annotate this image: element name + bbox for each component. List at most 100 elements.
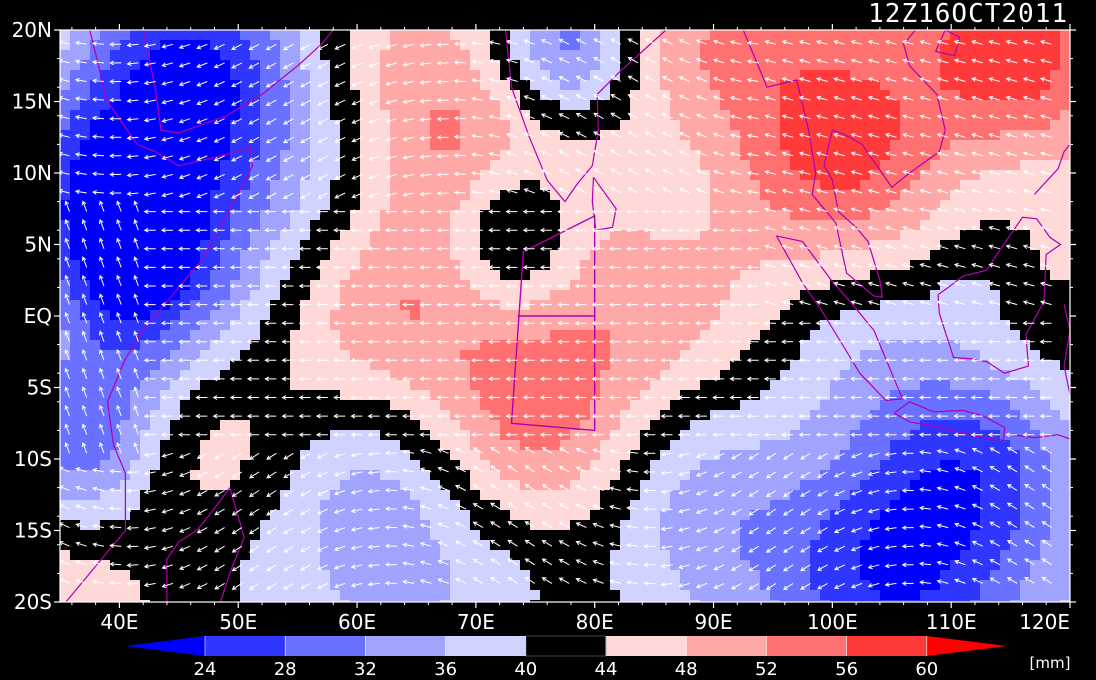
- field-cell: [500, 140, 511, 151]
- field-cell: [300, 50, 311, 61]
- field-cell: [360, 130, 371, 141]
- field-cell: [300, 100, 311, 111]
- field-cell: [790, 170, 801, 181]
- field-cell: [430, 380, 441, 391]
- field-cell: [460, 140, 471, 151]
- field-cell: [210, 40, 221, 51]
- field-cell: [300, 260, 311, 271]
- field-cell: [850, 480, 861, 491]
- field-cell: [480, 280, 491, 291]
- field-cell: [560, 500, 571, 511]
- field-cell: [380, 130, 391, 141]
- field-cell: [150, 50, 161, 61]
- field-cell: [900, 390, 911, 401]
- field-cell: [810, 420, 821, 431]
- field-cell: [860, 440, 871, 451]
- field-cell: [390, 310, 401, 321]
- field-cell: [780, 120, 791, 131]
- field-cell: [620, 300, 631, 311]
- field-cell: [660, 50, 671, 61]
- field-cell: [710, 210, 721, 221]
- field-cell: [670, 570, 681, 581]
- field-cell: [290, 140, 301, 151]
- field-cell: [620, 380, 631, 391]
- field-cell: [260, 450, 271, 461]
- field-cell: [250, 130, 261, 141]
- field-cell: [660, 290, 671, 301]
- field-cell: [130, 370, 141, 381]
- field-cell: [320, 280, 331, 291]
- field-cell: [700, 600, 711, 602]
- field-cell: [360, 550, 371, 561]
- field-cell: [250, 140, 261, 151]
- field-cell: [470, 140, 481, 151]
- field-cell: [110, 410, 121, 421]
- field-cell: [370, 290, 381, 301]
- field-cell: [860, 310, 871, 321]
- field-cell: [690, 250, 701, 261]
- field-cell: [280, 420, 291, 431]
- field-cell: [360, 530, 371, 541]
- field-cell: [700, 220, 711, 231]
- field-cell: [770, 410, 781, 421]
- field-cell: [840, 530, 851, 541]
- field-cell: [540, 200, 551, 211]
- field-cell: [360, 470, 371, 481]
- field-cell: [340, 560, 351, 571]
- field-cell: [830, 200, 841, 211]
- field-cell: [410, 480, 421, 491]
- field-cell: [200, 320, 211, 331]
- field-cell: [490, 70, 501, 81]
- field-cell: [670, 540, 681, 551]
- field-cell: [370, 230, 381, 241]
- field-cell: [60, 50, 71, 61]
- field-cell: [910, 520, 921, 531]
- field-cell: [390, 280, 401, 291]
- field-cell: [360, 420, 371, 431]
- field-cell: [330, 490, 341, 501]
- field-cell: [710, 500, 721, 511]
- field-cell: [610, 150, 621, 161]
- field-cell: [250, 200, 261, 211]
- field-cell: [180, 420, 191, 431]
- field-cell: [560, 400, 571, 411]
- field-cell: [300, 400, 311, 411]
- field-cell: [710, 120, 721, 131]
- field-cell: [710, 540, 721, 551]
- field-cell: [870, 520, 881, 531]
- field-cell: [480, 200, 491, 211]
- field-cell: [820, 380, 831, 391]
- field-cell: [650, 410, 661, 421]
- field-cell: [520, 30, 531, 41]
- field-cell: [840, 190, 851, 201]
- field-cell: [770, 60, 781, 71]
- field-cell: [400, 120, 411, 131]
- field-cell: [760, 600, 771, 602]
- field-cell: [800, 270, 811, 281]
- field-cell: [300, 210, 311, 221]
- field-cell: [170, 270, 181, 281]
- field-cell: [200, 410, 211, 421]
- field-cell: [190, 230, 201, 241]
- field-cell: [330, 140, 341, 151]
- field-cell: [400, 530, 411, 541]
- field-cell: [170, 150, 181, 161]
- field-cell: [750, 260, 761, 271]
- field-cell: [550, 440, 561, 451]
- field-cell: [430, 210, 441, 221]
- field-cell: [690, 70, 701, 81]
- field-cell: [60, 140, 71, 151]
- field-cell: [200, 30, 211, 41]
- field-cell: [110, 530, 121, 541]
- field-cell: [170, 190, 181, 201]
- field-cell: [280, 120, 291, 131]
- field-cell: [760, 560, 771, 571]
- field-cell: [460, 360, 471, 371]
- field-cell: [470, 500, 481, 511]
- field-cell: [900, 220, 911, 231]
- field-cell: [150, 180, 161, 191]
- field-cell: [110, 150, 121, 161]
- field-cell: [210, 340, 221, 351]
- field-cell: [180, 540, 191, 551]
- field-cell: [290, 330, 301, 341]
